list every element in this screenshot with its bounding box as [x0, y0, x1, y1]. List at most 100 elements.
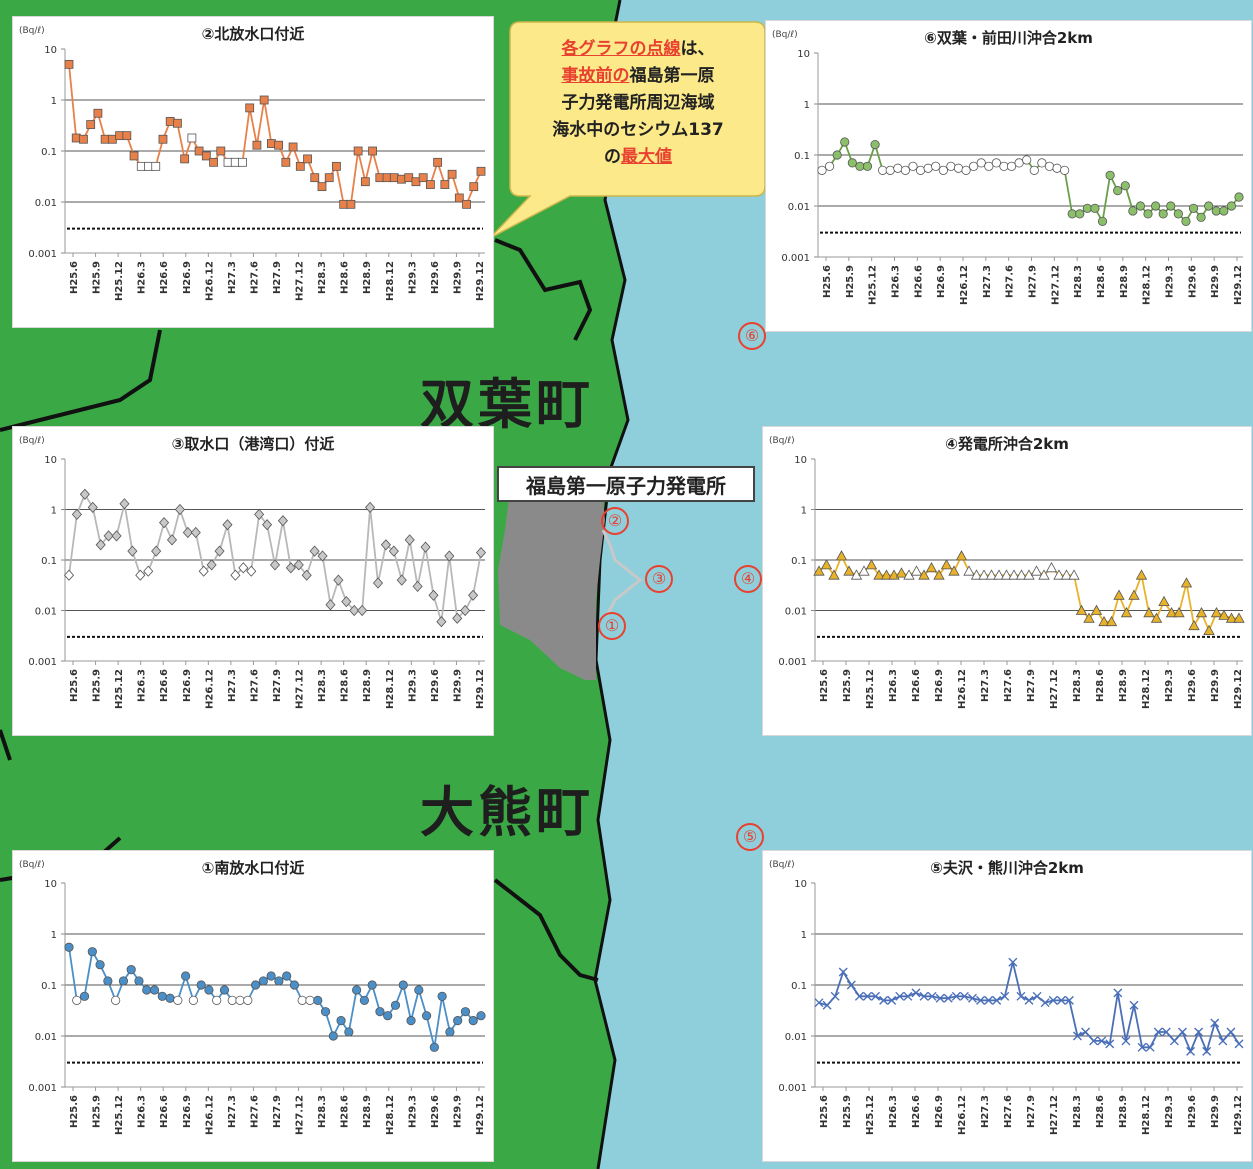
- data-point: [1083, 612, 1095, 623]
- data-point: [187, 133, 197, 143]
- y-tick-label: 0.1: [41, 981, 57, 992]
- data-point: [382, 173, 392, 183]
- x-tick-label: H29.9: [1210, 669, 1221, 702]
- data-point: [911, 988, 921, 998]
- data-point: [126, 965, 136, 975]
- data-point: [454, 193, 464, 203]
- data-point: [310, 173, 320, 183]
- data-point: [873, 569, 885, 580]
- data-point: [1165, 606, 1178, 618]
- data-point: [1030, 565, 1043, 576]
- x-tick-label: H26.3: [137, 669, 148, 702]
- x-tick-label: H28.6: [1095, 669, 1106, 702]
- data-point: [1135, 201, 1146, 211]
- data-point: [1000, 569, 1013, 580]
- data-point: [95, 539, 106, 551]
- data-point: [196, 980, 206, 990]
- x-tick-label: H29.12: [1233, 265, 1244, 305]
- x-tick-label: H28.9: [1118, 1095, 1129, 1128]
- data-point: [817, 165, 827, 175]
- data-point: [344, 1027, 354, 1037]
- data-point: [258, 976, 268, 986]
- data-point: [961, 165, 971, 175]
- data-point: [1060, 165, 1070, 175]
- boundary-line: [0, 729, 12, 761]
- y-tick-label: 10: [797, 49, 810, 60]
- data-point: [938, 165, 948, 175]
- data-point: [274, 140, 284, 150]
- data-point: [111, 530, 122, 542]
- data-point: [1210, 1018, 1220, 1028]
- data-point: [1097, 1036, 1107, 1046]
- data-point: [368, 146, 377, 156]
- data-point: [878, 165, 888, 175]
- data-point: [1143, 209, 1153, 219]
- chart-title: ①南放水口付近: [202, 859, 305, 877]
- y-unit-label: (Bq/ℓ): [19, 860, 45, 870]
- x-tick-label: H26.12: [957, 1095, 968, 1135]
- data-point: [421, 1011, 432, 1021]
- data-point: [250, 980, 261, 990]
- data-point: [447, 169, 457, 179]
- data-point: [1060, 569, 1073, 580]
- x-tick-label: H26.9: [936, 265, 947, 298]
- data-point: [955, 550, 968, 561]
- data-point: [100, 134, 110, 144]
- data-point: [214, 545, 225, 557]
- data-point: [165, 117, 175, 126]
- data-point: [822, 1000, 832, 1010]
- data-point: [317, 182, 327, 192]
- data-point: [887, 995, 897, 1005]
- data-point: [1150, 612, 1163, 623]
- data-point: [933, 569, 945, 580]
- data-point: [967, 993, 977, 1003]
- chart-p6: ⑥双葉・前田川沖合2km (Bq/ℓ) 10 1 0.1 0.01 0.001 H25.6 H2…: [772, 29, 1244, 305]
- x-tick-label: H28.3: [317, 261, 328, 294]
- data-point: [119, 498, 130, 510]
- callout-highlight: 各グラフの点線: [561, 39, 681, 59]
- x-tick-label: H27.9: [1026, 669, 1037, 702]
- data-point: [1153, 1027, 1163, 1037]
- x-tick-label: H26.6: [911, 1095, 922, 1128]
- data-point: [830, 991, 840, 1001]
- y-tick-label: 0.001: [778, 657, 807, 668]
- x-tick-label: H29.3: [1164, 669, 1175, 702]
- map-marker-2: ②: [601, 507, 629, 535]
- callout-bubble: [489, 21, 766, 239]
- data-point: [79, 488, 90, 500]
- x-tick-label: H25.6: [69, 1095, 80, 1128]
- data-point: [1064, 995, 1074, 1005]
- x-tick-label: H26.3: [888, 1095, 899, 1128]
- data-point: [365, 501, 376, 514]
- map-marker-6: ⑥: [738, 322, 766, 350]
- data-point: [1128, 206, 1138, 216]
- x-tick-label: H27.12: [1049, 669, 1060, 709]
- data-point: [359, 995, 369, 1005]
- x-tick-label: H28.3: [317, 669, 328, 702]
- data-point: [144, 161, 153, 171]
- data-point: [166, 534, 178, 546]
- x-tick-label: H29.6: [430, 669, 441, 702]
- data-point: [440, 180, 450, 189]
- data-point: [963, 565, 975, 576]
- y-tick-label: 0.001: [28, 249, 57, 260]
- data-point: [436, 616, 447, 628]
- data-point: [824, 161, 835, 171]
- x-tick-label: H28.3: [1073, 265, 1084, 298]
- x-tick-label: H26.9: [182, 1095, 193, 1128]
- data-point: [332, 161, 341, 171]
- x-tick-label: H28.9: [362, 1095, 373, 1128]
- data-point: [301, 569, 312, 581]
- data-point: [353, 146, 363, 156]
- y-tick-label: 1: [51, 930, 57, 941]
- data-point: [87, 501, 98, 514]
- x-tick-label: H28.6: [340, 1095, 351, 1128]
- data-point: [194, 146, 204, 156]
- x-tick-label: H28.3: [1072, 669, 1083, 702]
- data-point: [943, 993, 953, 1003]
- chart-panel-p4: ④発電所沖合2km (Bq/ℓ) 10 1 0.1 0.01 0.001 H25.6 H25.9…: [762, 426, 1252, 736]
- x-tick-label: H26.3: [891, 265, 902, 298]
- y-unit-label: (Bq/ℓ): [19, 26, 45, 36]
- data-point: [814, 998, 824, 1008]
- data-point: [129, 151, 139, 161]
